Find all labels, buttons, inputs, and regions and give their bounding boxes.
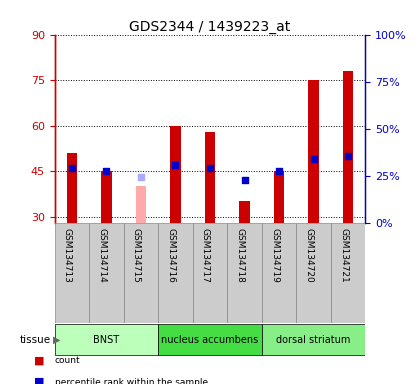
Point <box>103 168 110 174</box>
Bar <box>274 171 284 223</box>
Bar <box>308 80 319 223</box>
Text: BNST: BNST <box>93 335 119 345</box>
Text: GSM134721: GSM134721 <box>339 228 348 283</box>
Bar <box>89 223 123 323</box>
Text: tissue: tissue <box>19 335 50 345</box>
Bar <box>262 223 297 323</box>
Text: ■: ■ <box>34 377 44 384</box>
Bar <box>205 132 215 223</box>
Title: GDS2344 / 1439223_at: GDS2344 / 1439223_at <box>129 20 291 33</box>
Bar <box>227 223 262 323</box>
Point <box>172 162 179 168</box>
Text: GSM134719: GSM134719 <box>270 228 279 283</box>
Point <box>138 174 144 180</box>
Point <box>310 156 317 162</box>
Text: ■: ■ <box>34 356 44 366</box>
Bar <box>67 153 77 223</box>
Text: GSM134718: GSM134718 <box>236 228 244 283</box>
Text: GSM134714: GSM134714 <box>97 228 106 283</box>
Bar <box>239 202 250 223</box>
Bar <box>55 223 89 323</box>
Bar <box>55 324 158 356</box>
Bar <box>297 223 331 323</box>
Point <box>276 168 282 174</box>
Text: ▶: ▶ <box>53 335 61 345</box>
Point <box>207 165 213 171</box>
Bar <box>343 71 353 223</box>
Text: GSM134716: GSM134716 <box>166 228 176 283</box>
Point <box>241 177 248 183</box>
Bar <box>101 171 112 223</box>
Bar <box>158 223 193 323</box>
Text: dorsal striatum: dorsal striatum <box>276 335 351 345</box>
Point <box>345 153 352 159</box>
Text: percentile rank within the sample: percentile rank within the sample <box>55 377 208 384</box>
Point <box>68 165 75 171</box>
Bar <box>262 324 365 356</box>
Bar <box>123 223 158 323</box>
Text: GSM134715: GSM134715 <box>132 228 141 283</box>
Bar <box>158 324 262 356</box>
Bar <box>331 223 365 323</box>
Text: nucleus accumbens: nucleus accumbens <box>161 335 259 345</box>
Text: GSM134717: GSM134717 <box>201 228 210 283</box>
Text: count: count <box>55 356 80 366</box>
Bar <box>170 126 181 223</box>
Bar <box>193 223 227 323</box>
Bar <box>136 186 146 223</box>
Text: GSM134713: GSM134713 <box>63 228 72 283</box>
Text: GSM134720: GSM134720 <box>304 228 314 283</box>
